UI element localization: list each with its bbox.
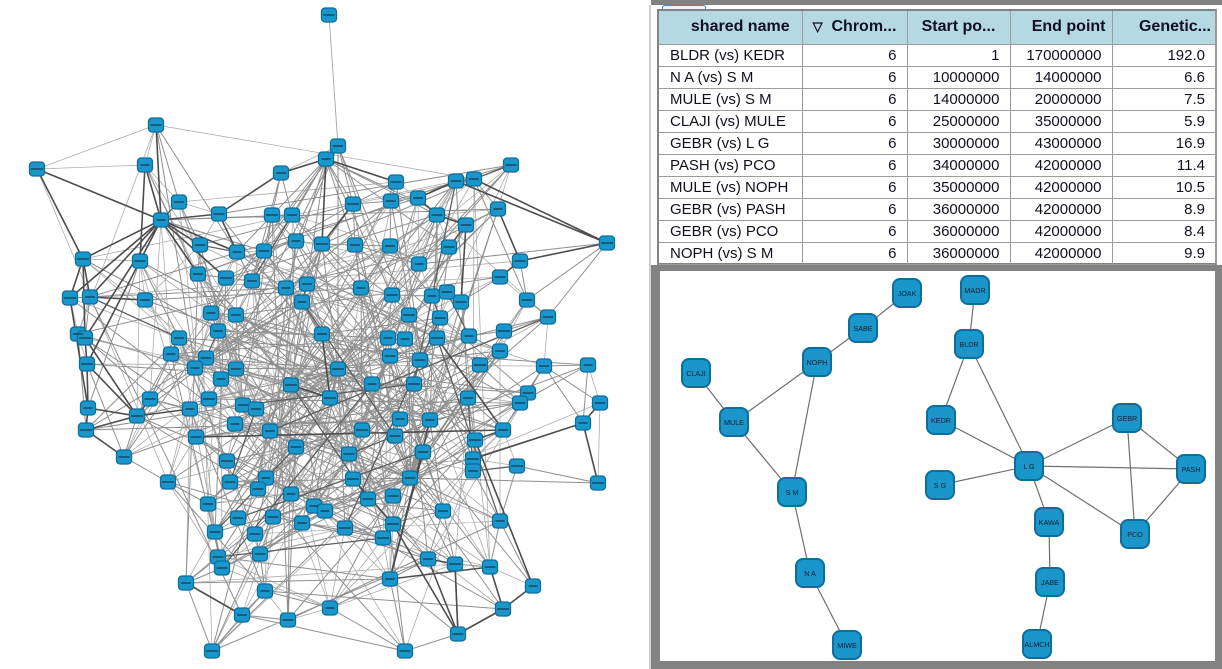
svg-text:CLAJI: CLAJI	[686, 369, 706, 378]
svg-text:SABE: SABE	[853, 324, 872, 333]
svg-text:PASH: PASH	[1181, 465, 1200, 474]
svg-text:KEDR: KEDR	[931, 416, 951, 425]
svg-text:JABE: JABE	[1041, 578, 1059, 587]
svg-text:L G: L G	[1023, 462, 1035, 471]
svg-text:ALMCH: ALMCH	[1024, 640, 1049, 649]
svg-text:PCO: PCO	[1127, 530, 1143, 539]
svg-text:MIWE: MIWE	[837, 641, 857, 650]
svg-text:BLDR: BLDR	[959, 340, 978, 349]
svg-text:KAWA: KAWA	[1039, 518, 1060, 527]
svg-text:S G: S G	[934, 481, 947, 490]
svg-text:S M: S M	[786, 488, 799, 497]
svg-text:MULE: MULE	[724, 418, 744, 427]
svg-text:JOAK: JOAK	[898, 289, 917, 298]
svg-text:MADR: MADR	[964, 286, 985, 295]
svg-text:NOPH: NOPH	[807, 358, 828, 367]
svg-text:GEBR: GEBR	[1117, 414, 1137, 423]
svg-text:N A: N A	[804, 569, 816, 578]
